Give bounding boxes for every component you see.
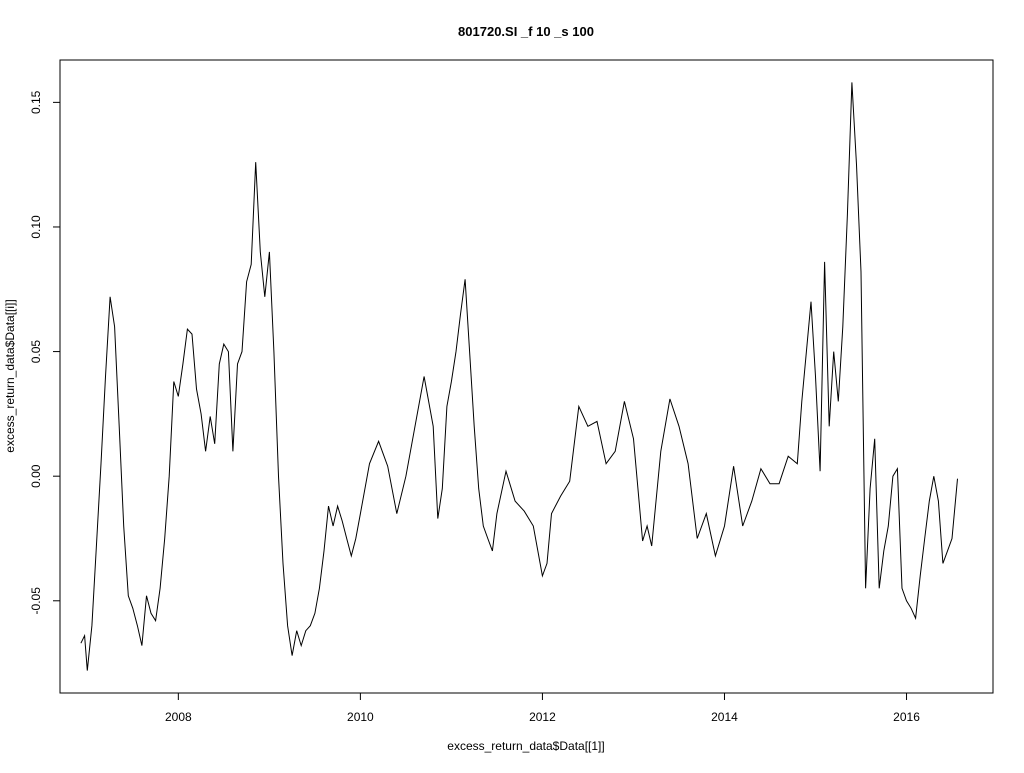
y-tick-label: -0.05 [29, 587, 43, 615]
chart-title: 801720.SI _f 10 _s 100 [458, 24, 594, 39]
x-axis-label: excess_return_data$Data[[1]] [447, 739, 604, 753]
y-tick-label: 0.05 [29, 340, 43, 364]
plot-frame [59, 59, 994, 694]
y-axis: -0.05 0.00 0.05 0.10 0.15 [29, 90, 61, 615]
x-axis: 2008 2010 2012 2014 2016 [165, 692, 920, 724]
x-tick-label: 2012 [529, 710, 556, 724]
y-axis-label: excess_return_data$Data[[i]] [3, 299, 17, 452]
series-line [80, 82, 958, 671]
x-tick-label: 2010 [347, 710, 374, 724]
x-tick-label: 2008 [165, 710, 192, 724]
y-tick-label: 0.00 [29, 464, 43, 488]
y-tick-label: 0.10 [29, 215, 43, 239]
y-tick-label: 0.15 [29, 90, 43, 114]
x-tick-label: 2016 [893, 710, 920, 724]
x-tick-label: 2014 [711, 710, 738, 724]
